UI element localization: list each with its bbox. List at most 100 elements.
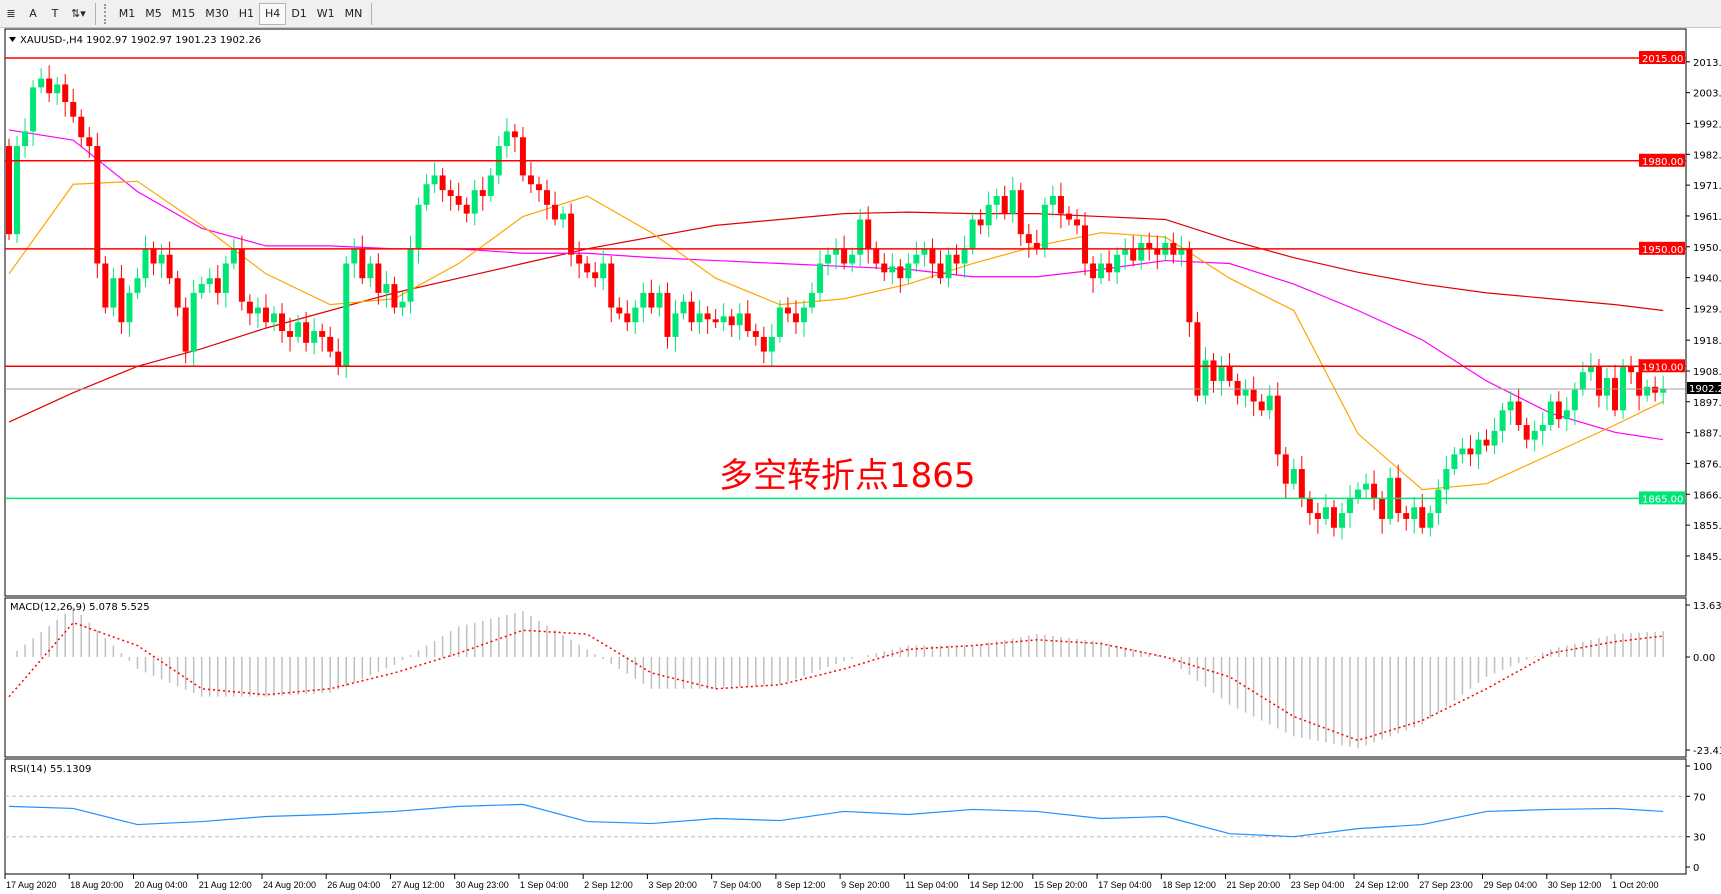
candle-body	[439, 175, 446, 191]
candle-body	[1082, 225, 1089, 264]
candle-body	[391, 284, 398, 308]
price-tick-label: 1918.9	[1693, 336, 1721, 347]
candle	[1483, 429, 1490, 452]
candle-body	[1451, 454, 1458, 470]
candle	[150, 241, 157, 276]
fast-moving-average-line	[8, 180, 1664, 491]
candle	[1242, 379, 1249, 408]
candle	[1282, 447, 1289, 499]
timeframe-h1[interactable]: H1	[238, 7, 255, 20]
timeframe-h4[interactable]: H4	[259, 2, 287, 25]
candle-body	[608, 263, 615, 308]
candle	[319, 323, 326, 352]
candle-body	[14, 146, 21, 235]
candle-body	[479, 190, 486, 196]
candle	[616, 297, 623, 320]
candle	[174, 270, 181, 317]
toolbar-grip[interactable]	[103, 3, 110, 24]
candle-body	[1644, 386, 1651, 396]
candle	[527, 162, 534, 194]
main-panel	[4, 28, 1687, 597]
time-tick-label: 21 Aug 12:00	[199, 880, 252, 890]
macd-panel	[4, 597, 1687, 758]
lines-tool-icon[interactable]: ≣	[6, 7, 16, 20]
level-price-label: 2015.00	[1642, 54, 1683, 65]
candle-body	[359, 248, 366, 279]
candle	[1106, 250, 1113, 282]
candle-body	[1138, 242, 1145, 261]
candle-body	[768, 336, 775, 352]
timeframe-m5[interactable]: M5	[145, 7, 162, 20]
time-tick-label: 26 Aug 04:00	[327, 880, 380, 890]
candle	[825, 247, 832, 276]
time-tick-label: 24 Sep 12:00	[1355, 880, 1409, 890]
candle	[1001, 185, 1008, 220]
candle	[246, 294, 253, 326]
candle-body	[985, 204, 992, 226]
candle-body	[254, 307, 261, 314]
candle	[881, 253, 888, 282]
candle	[905, 253, 912, 285]
candle-body	[865, 219, 872, 249]
candle-body	[262, 307, 269, 323]
candle	[1090, 256, 1097, 293]
timeframe-m1[interactable]: M1	[118, 7, 136, 20]
candle-body	[1395, 477, 1402, 514]
candle-body	[744, 313, 751, 332]
candle	[118, 264, 125, 334]
candle	[552, 191, 559, 226]
time-tick-label: 29 Sep 04:00	[1484, 880, 1538, 890]
candle	[1612, 364, 1618, 417]
candle	[544, 179, 551, 220]
current-price-label: 1902.26	[1689, 384, 1721, 395]
candle	[1515, 388, 1522, 431]
candle-body	[383, 284, 390, 293]
time-tick-label: 24 Aug 20:00	[263, 880, 316, 890]
timeframe-m30[interactable]: M30	[205, 7, 229, 20]
candle-body	[463, 204, 470, 214]
candle-body	[640, 292, 647, 308]
candle-body	[230, 248, 237, 264]
candle	[487, 168, 494, 202]
candle	[447, 179, 454, 211]
text-tool[interactable]: A	[29, 7, 37, 20]
candle	[1057, 182, 1064, 229]
candle-body	[1242, 389, 1249, 396]
text-label-tool[interactable]: T	[51, 7, 59, 20]
timeframe-d1[interactable]: D1	[291, 7, 307, 20]
candle-body	[351, 248, 358, 264]
candle-body	[576, 254, 583, 264]
timeframe-m15[interactable]: M15	[171, 7, 196, 20]
timeframe-mn[interactable]: MN	[344, 7, 363, 20]
candle-body	[166, 254, 173, 279]
candle-body	[800, 307, 807, 323]
price-tick-label: 1940.2	[1693, 274, 1721, 285]
candle	[126, 285, 133, 337]
candle-body	[1547, 401, 1554, 425]
price-tick-label: 1876.9	[1693, 459, 1721, 470]
candle	[568, 203, 575, 267]
candle	[327, 326, 334, 358]
candle-body	[1090, 263, 1097, 279]
candle-body	[335, 351, 342, 367]
price-tick-label: 1950.7	[1693, 243, 1721, 254]
candle	[1467, 435, 1474, 467]
timeframe-w1[interactable]: W1	[316, 7, 335, 20]
candle-body	[102, 263, 109, 308]
candle	[865, 206, 872, 264]
candle-body	[929, 248, 936, 264]
candle-body	[535, 184, 542, 191]
candle	[1033, 229, 1040, 255]
time-tick-label: 17 Sep 04:00	[1098, 880, 1152, 890]
candle-body	[86, 137, 93, 147]
candle	[728, 309, 735, 337]
candle-body	[407, 248, 414, 302]
level-price-box	[1639, 51, 1685, 64]
arrows-tool-icon[interactable]: ⇅▾	[71, 7, 86, 20]
candle-body	[246, 301, 253, 314]
candle	[102, 256, 109, 314]
candle	[945, 247, 952, 288]
candle-body	[921, 248, 928, 255]
candle-body	[881, 263, 888, 273]
